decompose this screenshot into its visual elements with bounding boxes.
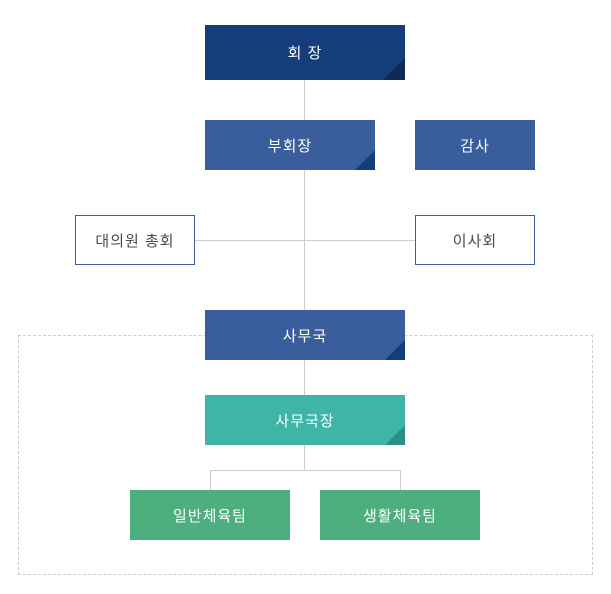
node-office: 사무국 bbox=[205, 310, 405, 360]
node-team-life: 생활체육팀 bbox=[320, 490, 480, 540]
node-team-general: 일반체육팀 bbox=[130, 490, 290, 540]
corner-decoration bbox=[385, 340, 405, 360]
corner-decoration bbox=[355, 150, 375, 170]
node-label: 부회장 bbox=[268, 135, 312, 156]
node-board: 이사회 bbox=[415, 215, 535, 265]
node-assembly: 대의원 총회 bbox=[75, 215, 195, 265]
node-label: 일반체육팀 bbox=[173, 505, 247, 526]
node-auditor: 감사 bbox=[415, 120, 535, 170]
node-label: 회 장 bbox=[288, 42, 323, 63]
node-label: 이사회 bbox=[453, 230, 497, 251]
corner-decoration bbox=[383, 58, 405, 80]
connector bbox=[400, 470, 401, 490]
node-label: 사무국 bbox=[283, 325, 327, 346]
node-label: 대의원 총회 bbox=[95, 230, 174, 251]
node-label: 생활체육팀 bbox=[363, 505, 437, 526]
node-label: 감사 bbox=[460, 135, 490, 156]
connector bbox=[210, 470, 400, 471]
node-office-head: 사무국장 bbox=[205, 395, 405, 445]
node-president: 회 장 bbox=[205, 25, 405, 80]
corner-decoration bbox=[385, 425, 405, 445]
connector bbox=[210, 470, 211, 490]
node-label: 사무국장 bbox=[275, 410, 334, 431]
connector bbox=[195, 240, 415, 241]
office-group-box bbox=[18, 335, 593, 575]
node-vice-president: 부회장 bbox=[205, 120, 375, 170]
connector bbox=[304, 445, 305, 470]
org-chart-canvas: 회 장 부회장 감사 대의원 총회 이사회 사무국 사무국장 일반체육팀 생활체… bbox=[0, 0, 611, 594]
